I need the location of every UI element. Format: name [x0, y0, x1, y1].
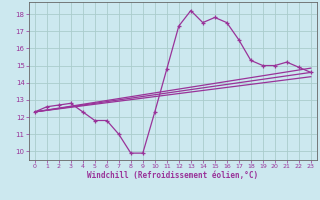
X-axis label: Windchill (Refroidissement éolien,°C): Windchill (Refroidissement éolien,°C) — [87, 171, 258, 180]
